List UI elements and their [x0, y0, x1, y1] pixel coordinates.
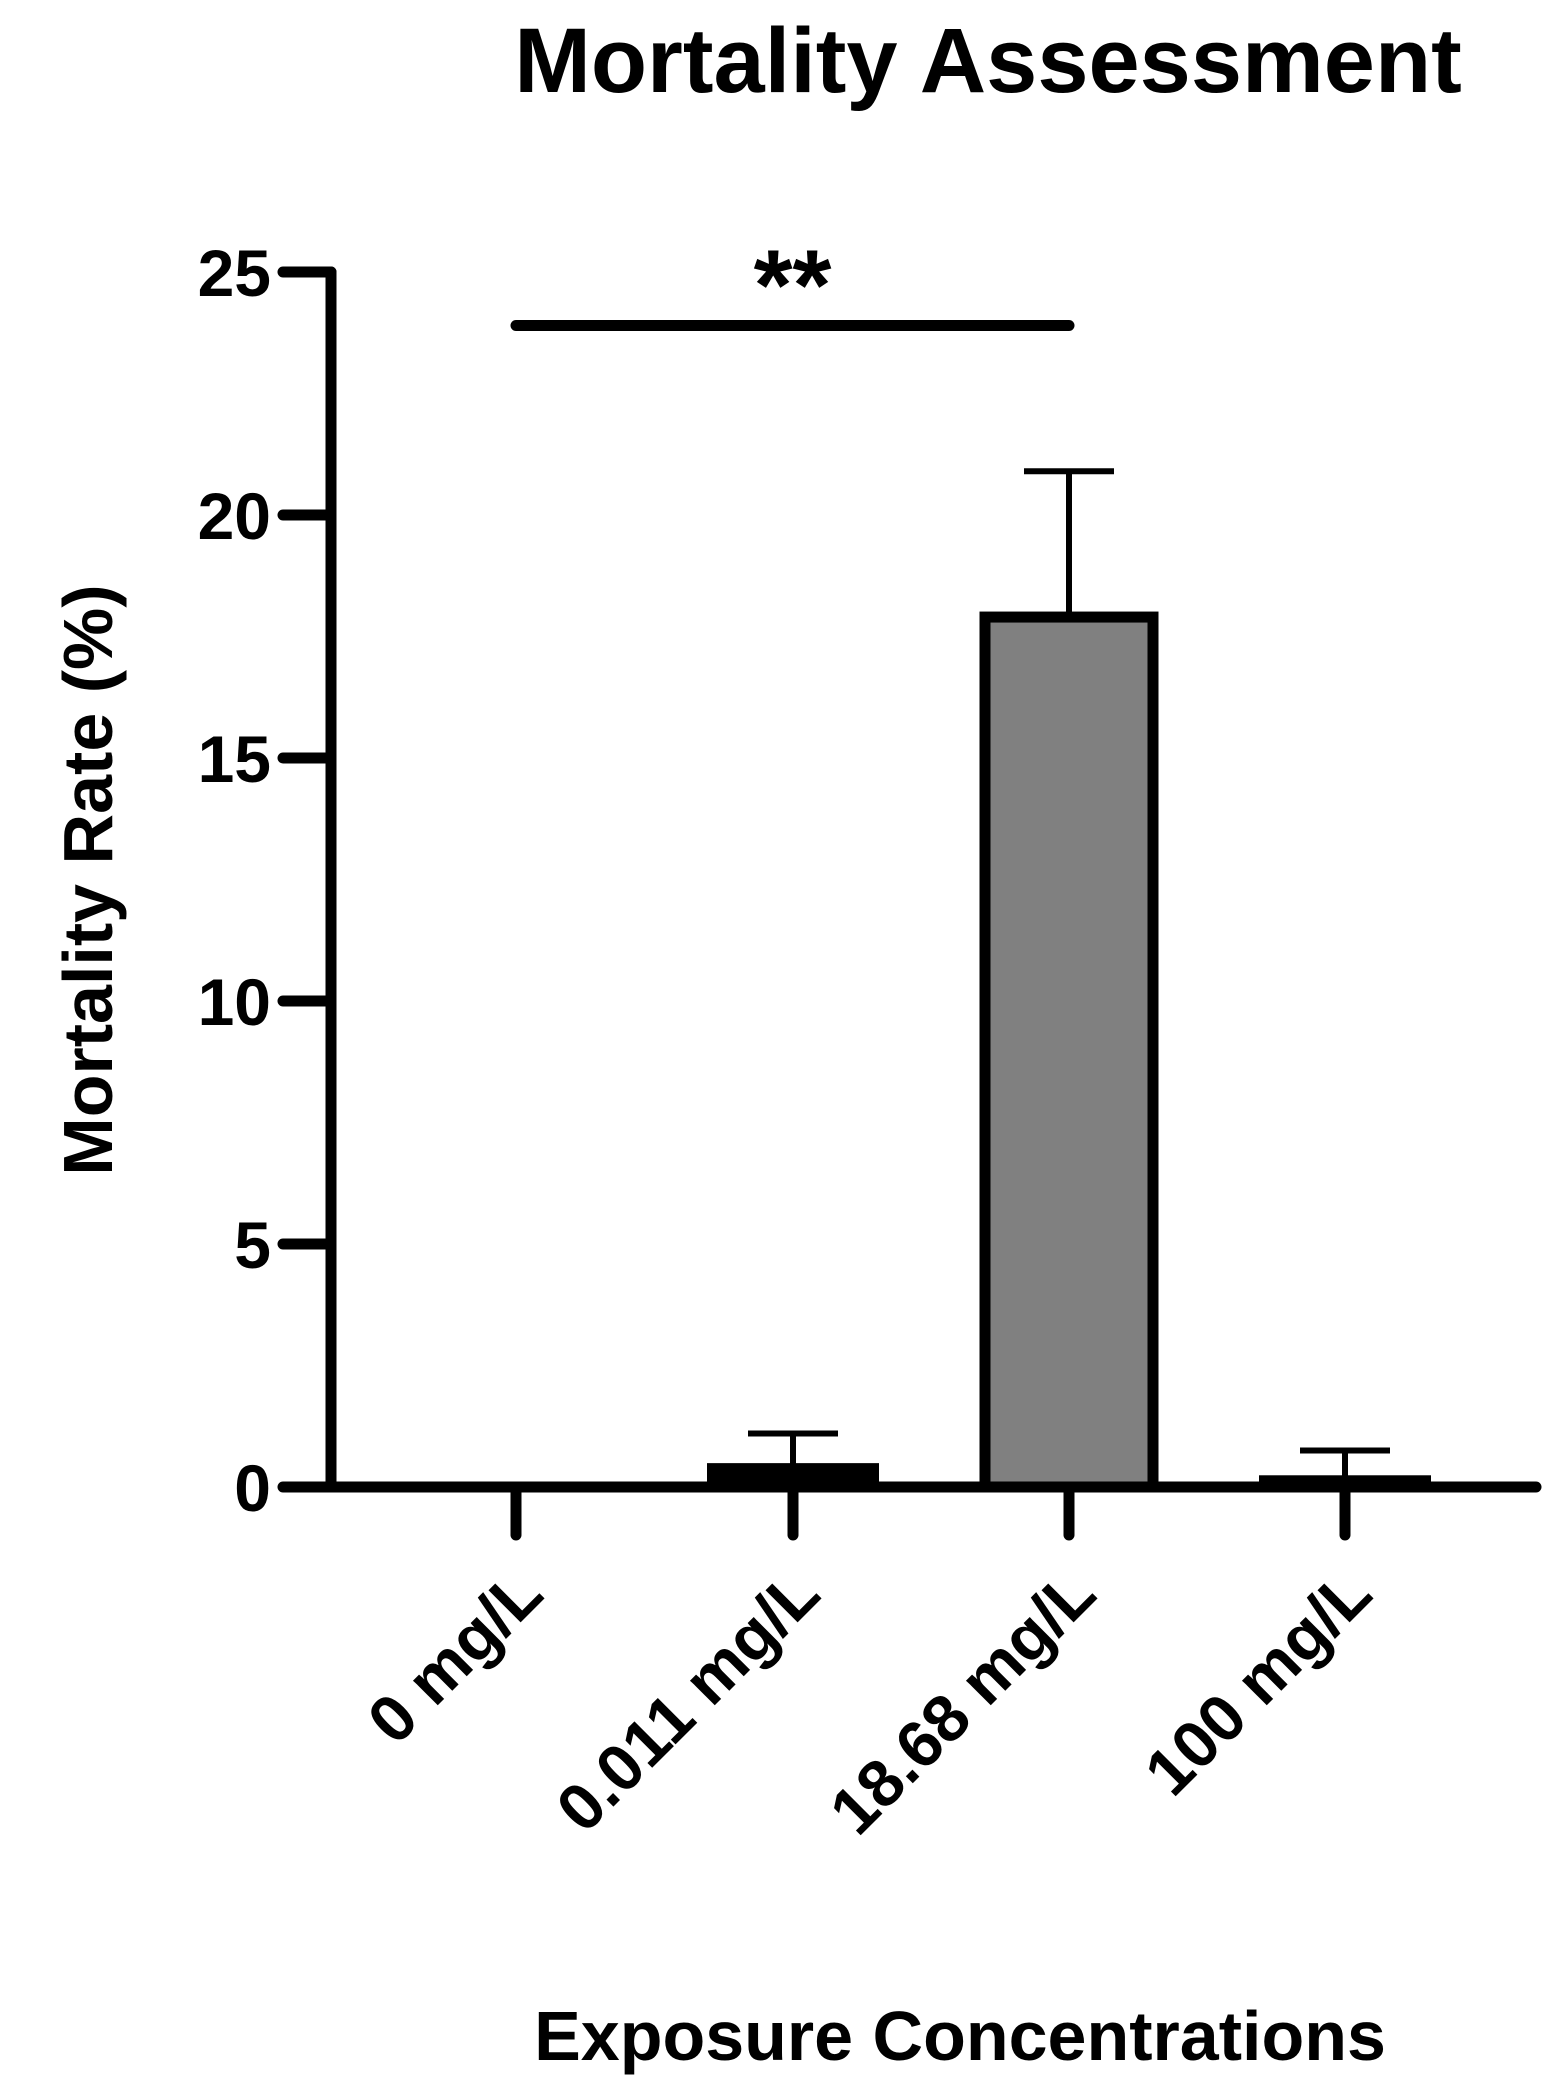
y-tick-label: 0 — [234, 1451, 271, 1525]
y-tick-label: 25 — [198, 236, 271, 310]
x-axis-title: Exposure Concentrations — [534, 1997, 1386, 2075]
chart-title: Mortality Assessment — [514, 10, 1462, 112]
significance-label: ** — [754, 229, 832, 341]
x-tick-label: 18.68 mg/L — [815, 1555, 1109, 1849]
y-tick-label: 10 — [198, 965, 271, 1039]
y-tick-label: 15 — [198, 722, 271, 796]
y-tick-label: 20 — [198, 479, 271, 553]
y-tick-label: 5 — [234, 1208, 271, 1282]
y-axis-title: Mortality Rate (%) — [49, 584, 127, 1175]
x-tick-label: 100 mg/L — [1130, 1555, 1385, 1810]
bar — [979, 611, 1159, 1493]
x-tick-label: 0 mg/L — [353, 1555, 556, 1758]
plot-area: 0 5 10 15 20 25 0 mg/L0.011 mg/L18.68 mg/L 100 … — [198, 229, 1542, 1849]
x-tick-label: 0.011 mg/L — [542, 1555, 833, 1846]
